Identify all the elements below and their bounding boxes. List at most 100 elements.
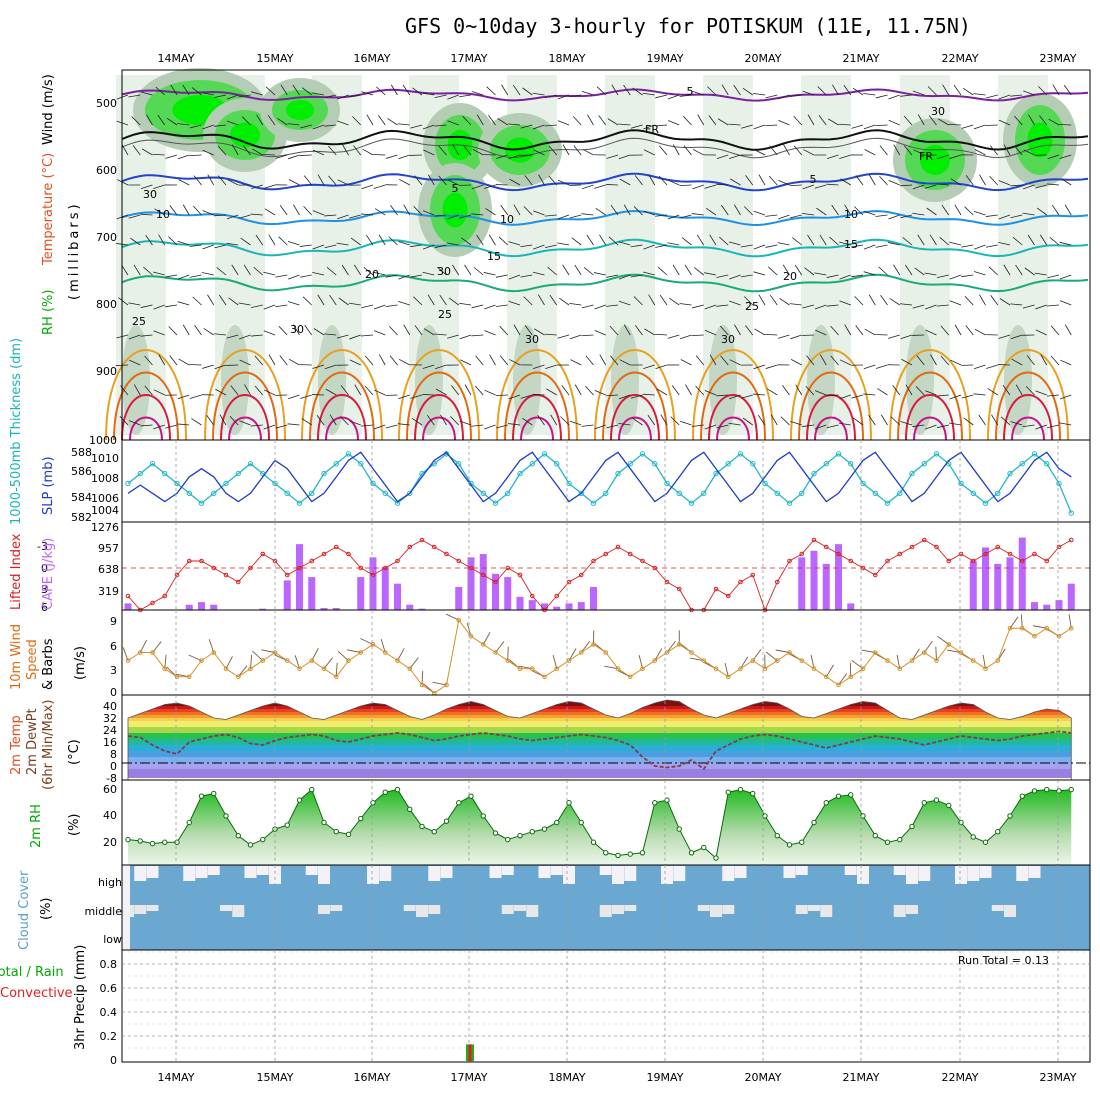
wind-barb: [252, 148, 263, 156]
wind-barb: [534, 328, 545, 336]
lifted-index-point: [223, 572, 229, 578]
wind-speed-point: [444, 682, 449, 688]
wind-barb: [312, 271, 325, 276]
wind-barb: [140, 184, 153, 190]
wind-barb: [643, 364, 655, 370]
wind-barb: [146, 114, 153, 126]
wind-barb: [569, 214, 582, 219]
wind-barb: [814, 272, 827, 276]
temp-dome-contour: [1011, 416, 1045, 441]
wind-barb: [765, 334, 778, 336]
wind-barb: [704, 390, 717, 396]
date-label-top: 20MAY: [745, 52, 782, 65]
thickness-line-point: [247, 461, 254, 467]
surface-wind-barb: [689, 657, 704, 662]
wind-barb: [672, 144, 680, 156]
wind-barb: [262, 153, 276, 156]
rh-point: [737, 786, 744, 793]
wind-barb: [789, 184, 802, 187]
wind-barb: [692, 149, 704, 156]
wind-barb: [806, 355, 815, 366]
wind-barb: [680, 334, 692, 340]
wind-barb: [989, 145, 999, 156]
wind-barb: [153, 389, 165, 396]
wind-barb: [440, 414, 447, 426]
wind-barb: [925, 304, 937, 310]
wind-barb: [229, 416, 239, 426]
wind-barb: [754, 149, 766, 156]
wind-barb: [978, 414, 986, 426]
wind-barb: [838, 123, 851, 126]
wind-barb: [464, 384, 472, 396]
wind-barb: [679, 420, 692, 426]
wind-barb: [1026, 355, 1035, 366]
wind-barb: [546, 388, 557, 396]
wind-speed-point: [370, 642, 376, 647]
mid-cloud-gap: [403, 905, 416, 911]
lifted-index-point: [811, 537, 817, 543]
wind-barb: [973, 93, 986, 96]
contour-20c: [121, 273, 1089, 293]
high-cloud-gap: [893, 866, 906, 875]
contour-label: 5: [810, 173, 817, 186]
wind-barb: [875, 214, 888, 217]
wind-barb: [643, 210, 655, 216]
wind-barb: [533, 210, 545, 216]
surface-wind-barb: [568, 648, 577, 661]
lifted-index-point: [407, 544, 413, 550]
high-cloud-gap: [244, 866, 257, 878]
rh-tick: 20: [103, 836, 117, 849]
wind-barb: [486, 86, 496, 96]
wind-barb: [888, 214, 900, 220]
wind-barb: [998, 334, 1011, 339]
wind-barb: [299, 274, 312, 278]
slp-tick: 1006: [91, 492, 119, 505]
thickness-line-point: [125, 480, 131, 487]
wind-barb: [263, 184, 276, 189]
wind-barb: [387, 118, 398, 126]
slp-tick: 1008: [91, 472, 119, 485]
wind-barb: [973, 210, 986, 216]
rh-point: [333, 829, 339, 835]
rh-point: [652, 800, 658, 806]
wind-barb: [569, 94, 582, 98]
lifted-index-line: [127, 539, 1072, 612]
wind-barb: [117, 179, 129, 186]
temp-dome-contour: [398, 349, 480, 441]
wind-barb: [557, 242, 570, 246]
cape-bar: [210, 604, 218, 610]
wind-barb: [1039, 115, 1048, 126]
surface-wind-barb: [432, 681, 447, 686]
wind-barb: [140, 334, 153, 337]
wind-barb: [168, 236, 178, 246]
wind-barb: [647, 414, 656, 426]
thickness-line-point: [848, 461, 854, 467]
thickness-line-point: [1056, 480, 1062, 487]
rh-point: [799, 839, 805, 845]
temp-dome-contour: [897, 371, 963, 441]
surface-wind-barb: [250, 654, 253, 669]
temp-band: [128, 769, 1072, 778]
wind-barb: [619, 359, 631, 366]
surface-wind-barb: [495, 641, 505, 653]
temp-tick: 16: [103, 736, 117, 749]
wind-barb: [524, 175, 533, 186]
wind-barb: [830, 325, 839, 336]
wind-barb: [618, 241, 631, 246]
wind-barb: [618, 423, 631, 426]
wind-barb: [1059, 274, 1072, 280]
cape-bar: [394, 583, 401, 610]
wind-speed-point: [750, 658, 756, 663]
wind-barb: [300, 124, 312, 129]
wind-barb: [497, 118, 508, 126]
wind-barb: [667, 334, 680, 339]
wind-barb: [275, 424, 288, 429]
wind-barb: [364, 355, 374, 366]
lifted-index-point: [321, 551, 327, 557]
temp-dome-contour: [790, 349, 872, 441]
rh-area: [128, 789, 1072, 865]
wind-barb: [793, 115, 803, 126]
lifted-index-point: [836, 551, 841, 557]
wind-barb: [471, 91, 484, 96]
wind-barb: [630, 124, 643, 129]
